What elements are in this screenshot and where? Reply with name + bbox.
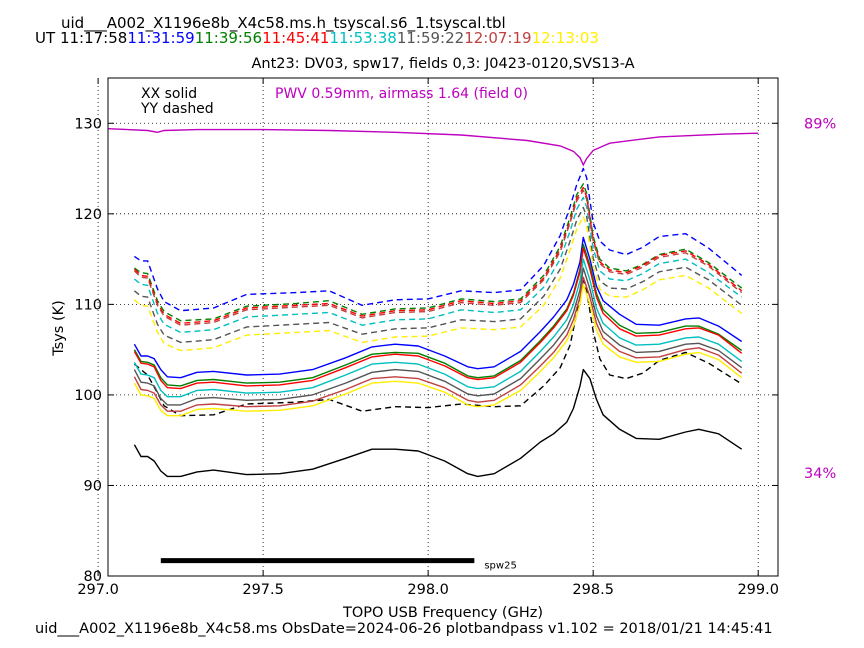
- x-axis-label: TOPO USB Frequency (GHz): [342, 605, 543, 621]
- right-percent-label-1: 34%: [804, 466, 836, 482]
- legend-xx-solid: XX solid: [141, 86, 197, 102]
- axes-frame: [97, 77, 779, 577]
- y-tick-label-4: 120: [74, 207, 102, 223]
- footer: uid___A002_X1196e8b_X4c58.ms ObsDate=202…: [35, 621, 773, 637]
- atmosphere-transmission-line: [107, 128, 759, 167]
- ut-time-5: 11:59:22: [396, 29, 465, 47]
- series-line-xx-0: [133, 368, 743, 478]
- y-tick-label-1: 90: [84, 478, 102, 494]
- plot-frame: [107, 77, 779, 577]
- series-line-yy-11: [133, 206, 743, 344]
- ut-times: 11:17:5811:31:5911:39:5611:45:4111:53:38…: [60, 29, 599, 47]
- series-line-yy-13: [133, 189, 743, 326]
- series-line-yy-5: [133, 183, 743, 322]
- tick-labels: 297.0 297.5 298.0 298.5 299.0 80 90 100 110 120 13…: [74, 116, 779, 598]
- legend-yy-dashed: YY dashed: [140, 101, 214, 117]
- figure-title: uid___A002_X1196e8b_X4c58.ms.h_tsyscal.s…: [61, 14, 506, 32]
- x-tick-label-2: 298.0: [407, 582, 449, 598]
- ut-time-6: 12:07:19: [464, 29, 532, 47]
- x-tick-label-1: 297.5: [242, 582, 284, 598]
- ut-time-row: UT 11:17:5811:31:5911:39:5611:45:4111:53…: [35, 29, 599, 47]
- right-percent-labels: 89% 34%: [804, 116, 836, 482]
- series-line-yy-3: [134, 167, 743, 312]
- grid: [97, 78, 778, 577]
- series-line-xx-12: [133, 276, 743, 412]
- ut-time-7: 12:13:03: [531, 29, 599, 47]
- x-tick-label-0: 297.0: [77, 582, 119, 598]
- right-percent-label-0: 89%: [804, 116, 836, 132]
- spw-label: spw25: [484, 561, 516, 572]
- series-line-yy-1: [133, 279, 743, 417]
- series-line-xx-2: [133, 236, 743, 379]
- y-tick-label-0: 80: [84, 569, 102, 585]
- x-tick-label-4: 299.0: [737, 582, 779, 598]
- series-lines: [133, 167, 743, 478]
- atmosphere-curve: [107, 128, 759, 167]
- series-line-xx-6: [133, 247, 743, 390]
- y-tick-label-2: 100: [74, 388, 102, 404]
- chart-title: Ant23: DV03, spw17, fields 0,3: J0423-01…: [251, 56, 635, 72]
- y-tick-label-5: 130: [74, 116, 102, 132]
- ut-time-4: 11:53:38: [329, 29, 397, 47]
- x-tick-label-3: 298.5: [572, 582, 614, 598]
- y-axis-label: Tsys (K): [51, 300, 67, 357]
- series-line-yy-15: [133, 215, 743, 352]
- series-line-yy-7: [133, 186, 743, 325]
- spw-bar: spw25: [160, 558, 517, 572]
- series-line-xx-10: [133, 267, 743, 406]
- pwv-annotation: PWV 0.59mm, airmass 1.64 (field 0): [275, 86, 528, 102]
- series-line-yy-9: [133, 196, 743, 334]
- ut-label: UT: [35, 29, 56, 47]
- series-line-xx-8: [133, 258, 743, 398]
- ut-time-2: 11:39:56: [194, 29, 263, 47]
- ut-time-3: 11:45:41: [262, 29, 330, 47]
- y-tick-label-3: 110: [74, 297, 102, 313]
- ut-time-1: 11:31:59: [127, 29, 195, 47]
- ut-time-0: 11:17:58: [59, 29, 128, 47]
- series-line-xx-4: [133, 243, 743, 387]
- series-line-xx-14: [133, 283, 743, 417]
